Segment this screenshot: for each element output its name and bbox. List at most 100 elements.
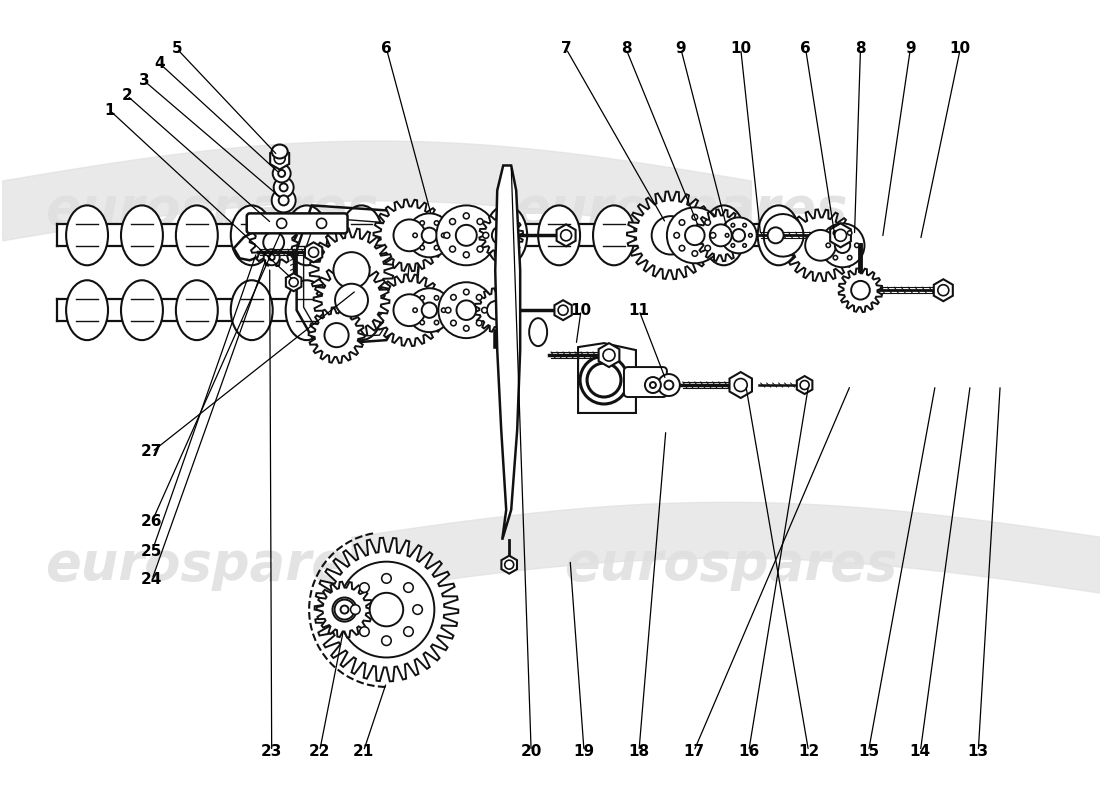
Polygon shape (502, 556, 517, 574)
Circle shape (685, 226, 705, 245)
Circle shape (394, 219, 426, 251)
Text: 6: 6 (800, 42, 811, 56)
Ellipse shape (176, 206, 218, 266)
Circle shape (749, 234, 752, 237)
Text: 7: 7 (561, 42, 571, 56)
Polygon shape (474, 288, 518, 332)
Polygon shape (579, 343, 636, 413)
Polygon shape (495, 166, 520, 540)
Polygon shape (695, 210, 747, 261)
Circle shape (463, 252, 470, 258)
Polygon shape (627, 191, 715, 279)
Text: eurospares: eurospares (45, 538, 378, 590)
Ellipse shape (66, 280, 108, 340)
Circle shape (463, 213, 470, 219)
Text: 25: 25 (141, 544, 163, 559)
Circle shape (309, 247, 319, 258)
Ellipse shape (176, 280, 218, 340)
Circle shape (420, 246, 425, 250)
Circle shape (733, 229, 745, 242)
Circle shape (277, 218, 287, 228)
Circle shape (333, 252, 370, 288)
Polygon shape (557, 224, 575, 246)
Circle shape (443, 232, 450, 238)
Circle shape (382, 574, 392, 583)
Circle shape (360, 626, 370, 636)
Circle shape (664, 381, 673, 390)
Polygon shape (286, 274, 301, 291)
Circle shape (354, 578, 418, 642)
Polygon shape (838, 268, 882, 312)
Circle shape (394, 294, 426, 326)
Circle shape (561, 230, 572, 241)
Text: 17: 17 (683, 744, 704, 758)
Circle shape (450, 218, 455, 225)
Polygon shape (314, 262, 389, 338)
Circle shape (645, 377, 661, 393)
Circle shape (420, 221, 425, 225)
Circle shape (434, 296, 439, 300)
Ellipse shape (286, 280, 328, 340)
Text: 13: 13 (968, 744, 989, 758)
Circle shape (264, 250, 279, 266)
Circle shape (434, 246, 439, 250)
Ellipse shape (529, 318, 547, 346)
Polygon shape (598, 343, 619, 367)
Circle shape (274, 153, 285, 164)
Circle shape (441, 233, 446, 238)
Circle shape (407, 214, 451, 258)
Circle shape (278, 170, 285, 177)
Circle shape (705, 220, 711, 226)
Circle shape (826, 243, 830, 247)
Circle shape (938, 285, 949, 296)
Text: 21: 21 (353, 744, 374, 758)
Circle shape (847, 255, 851, 260)
Text: 1: 1 (104, 103, 116, 118)
Circle shape (404, 582, 414, 592)
Circle shape (833, 255, 837, 260)
Polygon shape (271, 147, 289, 170)
Circle shape (341, 606, 349, 614)
Polygon shape (830, 223, 851, 247)
Circle shape (674, 233, 680, 238)
Circle shape (477, 246, 483, 252)
Circle shape (476, 320, 482, 326)
Circle shape (679, 246, 685, 251)
Ellipse shape (538, 206, 580, 266)
Circle shape (487, 301, 506, 319)
Circle shape (451, 294, 456, 300)
Text: 15: 15 (858, 744, 879, 758)
Circle shape (451, 320, 456, 326)
Ellipse shape (121, 206, 163, 266)
Circle shape (412, 308, 417, 312)
Circle shape (334, 599, 354, 619)
Circle shape (438, 282, 494, 338)
Circle shape (851, 281, 870, 299)
Polygon shape (250, 218, 298, 266)
Polygon shape (317, 582, 373, 638)
Circle shape (420, 296, 425, 300)
Circle shape (456, 301, 476, 320)
Circle shape (492, 226, 510, 245)
Text: 16: 16 (738, 744, 759, 758)
Ellipse shape (758, 206, 800, 266)
FancyBboxPatch shape (624, 367, 667, 397)
Text: 8: 8 (855, 42, 866, 56)
Text: 10: 10 (571, 302, 592, 318)
Circle shape (742, 244, 747, 247)
Circle shape (805, 230, 836, 261)
Text: 14: 14 (910, 744, 931, 758)
Text: 4: 4 (155, 56, 165, 71)
Polygon shape (315, 538, 459, 682)
Circle shape (455, 225, 476, 246)
Text: 11: 11 (628, 302, 649, 318)
Circle shape (692, 250, 697, 256)
Circle shape (705, 246, 711, 251)
Circle shape (339, 562, 434, 658)
Polygon shape (310, 229, 394, 312)
Circle shape (441, 308, 446, 312)
Text: 9: 9 (905, 42, 915, 56)
Circle shape (434, 320, 439, 325)
Ellipse shape (341, 206, 383, 266)
Circle shape (279, 183, 288, 191)
